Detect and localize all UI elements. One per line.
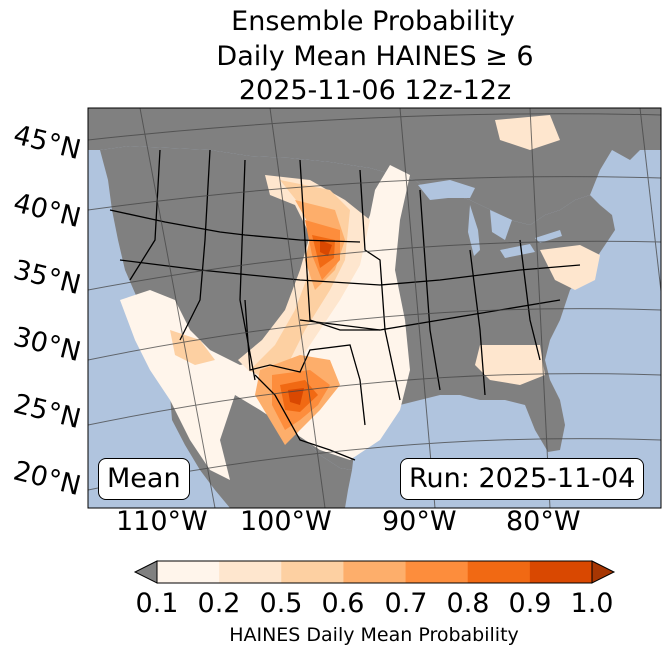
lon-label-90: 90°W (382, 506, 457, 537)
colorbar-segment (343, 561, 407, 583)
lon-label-80: 80°W (506, 506, 581, 537)
state-borders (109, 149, 581, 461)
title-line-3: 2025-11-06 12z-12z (238, 75, 512, 106)
colorbar-segment (467, 561, 531, 583)
lon-label-100: 100°W (240, 506, 332, 537)
run-date-box: Run: 2025-11-04 (400, 458, 645, 500)
title-line-2: Daily Mean HAINES ≥ 6 (216, 41, 534, 72)
colorbar-label: HAINES Daily Mean Probability (229, 624, 519, 646)
colorbar-segment (219, 561, 282, 583)
colorbar-segment (281, 561, 344, 583)
mean-box: Mean (98, 458, 190, 500)
colorbar-tick-label: 0.5 (259, 588, 303, 619)
colorbar-tick-label: 0.8 (446, 588, 490, 619)
colorbar-segment (529, 561, 593, 583)
colorbar-segment (405, 561, 469, 583)
colorbar-over-arrow (591, 560, 616, 584)
colorbar-tick-label: 0.9 (508, 588, 552, 619)
colorbar-tick-label: 0.6 (321, 588, 365, 619)
colorbar-tick-label: 0.7 (384, 588, 428, 619)
colorbar-tick-label: 0.1 (135, 588, 179, 619)
graticule (88, 108, 661, 508)
lon-label-110: 110°W (116, 506, 208, 537)
colorbar-tick-label: 0.2 (197, 588, 241, 619)
colorbar-tick-label: 1.0 (570, 588, 614, 619)
colorbar-under-arrow (133, 560, 158, 584)
colorbar-segment (157, 561, 220, 583)
title-line-1: Ensemble Probability (231, 6, 515, 37)
great-lakes (418, 180, 562, 258)
